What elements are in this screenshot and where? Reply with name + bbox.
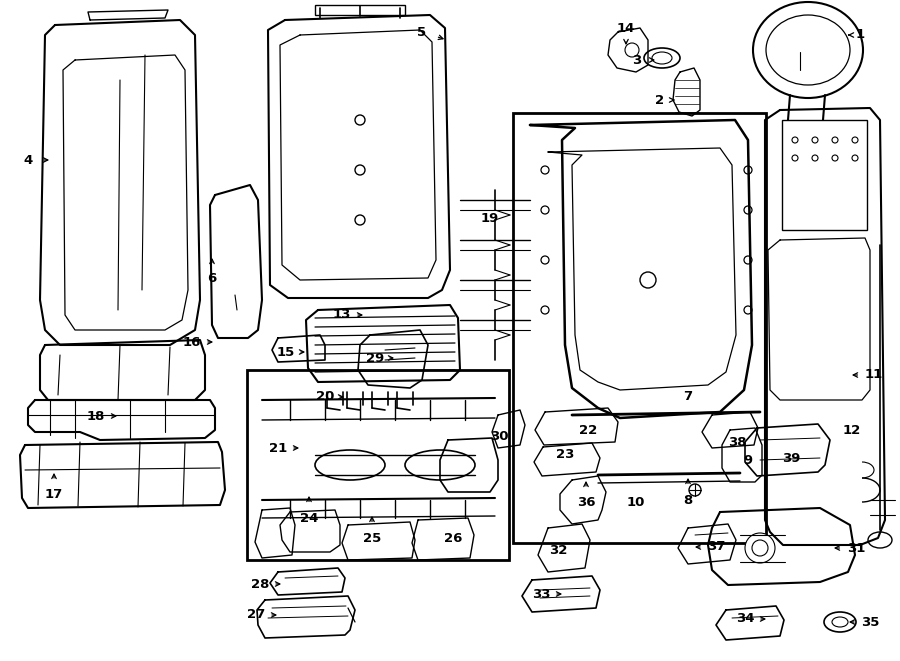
Text: 8: 8 [683,494,693,506]
Text: 13: 13 [333,309,351,321]
Text: 26: 26 [444,531,463,545]
Text: 21: 21 [269,442,287,455]
Circle shape [744,306,752,314]
Circle shape [792,155,798,161]
Circle shape [355,115,365,125]
Text: 9: 9 [743,453,752,467]
Text: 31: 31 [847,541,865,555]
Circle shape [541,306,549,314]
Circle shape [792,137,798,143]
Circle shape [812,155,818,161]
Text: 23: 23 [556,449,574,461]
Text: 7: 7 [683,389,693,403]
Circle shape [745,533,775,563]
Text: 16: 16 [183,336,202,348]
Text: 4: 4 [23,153,32,167]
Circle shape [541,256,549,264]
Text: 19: 19 [481,212,500,225]
Text: 37: 37 [706,541,725,553]
Text: 22: 22 [579,424,597,436]
Text: 17: 17 [45,488,63,500]
Text: 39: 39 [782,451,800,465]
Text: 3: 3 [633,54,642,67]
Text: 20: 20 [316,391,334,403]
Ellipse shape [868,532,892,548]
Text: 30: 30 [490,430,508,444]
Text: 33: 33 [532,588,550,600]
Text: 5: 5 [418,26,427,38]
Ellipse shape [766,15,850,85]
Circle shape [640,272,656,288]
Text: 35: 35 [860,615,879,629]
Circle shape [355,215,365,225]
Text: 24: 24 [300,512,319,524]
Bar [315,5,405,15]
Ellipse shape [315,450,385,480]
Ellipse shape [753,2,863,98]
Text: 34: 34 [736,613,754,625]
Text: 36: 36 [577,496,595,508]
Text: 25: 25 [363,531,381,545]
Circle shape [744,206,752,214]
Circle shape [689,484,701,496]
Circle shape [744,256,752,264]
Text: 18: 18 [86,410,105,422]
Text: 12: 12 [843,424,861,436]
Text: 2: 2 [655,93,664,106]
Circle shape [541,206,549,214]
Ellipse shape [644,48,680,68]
Bar [247,370,509,560]
Circle shape [355,165,365,175]
Text: 1: 1 [855,28,865,42]
Circle shape [832,137,838,143]
Text: 15: 15 [277,346,295,358]
Circle shape [832,155,838,161]
Circle shape [541,166,549,174]
Circle shape [625,43,639,57]
Text: 29: 29 [366,352,384,364]
Circle shape [744,166,752,174]
Circle shape [752,540,768,556]
Text: 11: 11 [865,368,883,381]
Ellipse shape [824,612,856,632]
Text: 28: 28 [251,578,269,590]
Circle shape [812,137,818,143]
Bar [782,120,867,230]
Text: 38: 38 [728,436,746,449]
Ellipse shape [652,52,672,64]
Text: 32: 32 [549,543,567,557]
Circle shape [852,155,858,161]
Circle shape [852,137,858,143]
Text: 14: 14 [616,22,635,34]
Text: 6: 6 [207,272,217,284]
Ellipse shape [405,450,475,480]
Ellipse shape [832,617,848,627]
Bar [513,113,766,543]
Text: 27: 27 [247,609,266,621]
Text: 10: 10 [626,496,645,508]
